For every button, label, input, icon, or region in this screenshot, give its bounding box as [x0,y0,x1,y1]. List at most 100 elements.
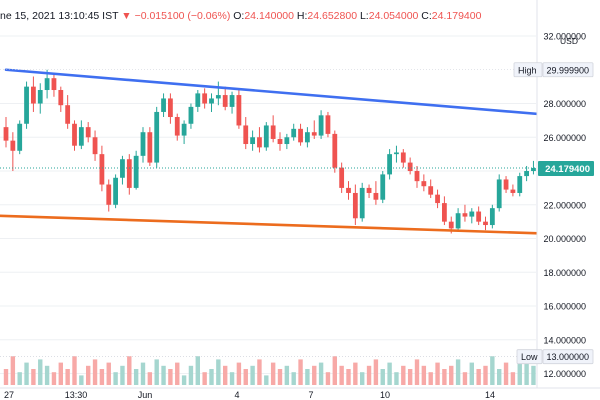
volume-bar [421,365,427,385]
candle-body[interactable] [346,187,351,193]
support-trendline[interactable] [0,214,597,237]
candle-body[interactable] [489,208,495,226]
candle-body[interactable] [85,127,91,138]
candle-body[interactable] [37,90,43,104]
volume-bar [250,365,255,385]
candle-body[interactable] [524,171,529,177]
price-axis[interactable]: 32.00000028.00000026.00000024.00000022.0… [536,0,600,400]
price-tick-label: 22.000000 [543,200,586,210]
candle-body[interactable] [373,192,379,200]
candle-body[interactable] [65,105,71,124]
volume-bar [10,356,16,385]
candle-body[interactable] [387,154,392,175]
volume-bar [113,372,118,385]
volume-bar [65,369,70,385]
candle-body[interactable] [496,179,502,209]
candle-body[interactable] [284,137,290,145]
candle-body[interactable] [250,137,255,145]
candle-body[interactable] [298,128,303,143]
candle-body[interactable] [291,128,297,138]
candle-body[interactable] [161,98,166,112]
currency-label: USD [560,36,578,46]
time-axis[interactable]: 27 13:30 Jun 4 7 10 14 [0,387,600,400]
candle-body[interactable] [476,211,482,222]
candle-body[interactable] [469,211,475,217]
volume-bar [202,372,207,385]
candle-body[interactable] [407,162,413,172]
candle-body[interactable] [78,127,84,146]
volume-bar [51,372,57,385]
datetime-text: ne 15, 2021 13:10:45 IST [0,10,119,22]
candle-body[interactable] [352,192,358,219]
candle-body[interactable] [483,221,488,226]
candle-body[interactable] [428,186,434,195]
candle-body[interactable] [31,86,36,104]
candle-body[interactable] [72,123,77,146]
candle-body[interactable] [332,133,338,168]
candle-body[interactable] [195,93,201,107]
candle-body[interactable] [58,90,64,106]
candle-body[interactable] [215,95,221,99]
candle-body[interactable] [455,213,461,229]
candle-body[interactable] [263,125,269,148]
candle-body[interactable] [229,95,235,107]
resistance-trendline[interactable] [4,68,576,119]
candle-body[interactable] [209,98,214,104]
candle-body[interactable] [106,184,112,205]
candle-body[interactable] [421,181,427,187]
trendlines[interactable] [0,68,597,237]
candle-body[interactable] [147,132,153,163]
candles[interactable] [3,69,536,234]
candle-body[interactable] [325,115,331,134]
candle-body[interactable] [92,137,98,155]
candle-body[interactable] [154,111,160,163]
volume-bar [298,359,303,385]
candle-body[interactable] [517,176,523,193]
candle-body[interactable] [51,78,57,91]
volume-bar [195,356,200,385]
candle-body[interactable] [442,203,447,222]
candle-body[interactable] [140,132,146,156]
candle-body[interactable] [270,125,276,139]
candle-body[interactable] [236,95,242,126]
candle-body[interactable] [448,221,454,229]
candle-body[interactable] [10,140,16,151]
candle-body[interactable] [133,155,139,188]
candle-body[interactable] [222,95,228,107]
candle-body[interactable] [414,171,420,182]
candle-body[interactable] [462,213,468,217]
candle-body[interactable] [510,189,516,193]
candle-body[interactable] [113,177,118,205]
price-tick-label: 18.000000 [543,268,586,278]
candle-body[interactable] [120,159,125,178]
candle-body[interactable] [311,132,317,136]
candle-body[interactable] [503,179,509,190]
price-tick-label: 26.000000 [543,133,586,143]
candle-body[interactable] [3,127,9,141]
candle-body[interactable] [339,167,345,188]
candle-body[interactable] [394,152,399,155]
candle-body[interactable] [435,194,440,204]
candle-body[interactable] [277,138,283,145]
down-triangle-icon: ▼ [121,10,132,22]
candle-body[interactable] [17,123,23,151]
candle-body[interactable] [531,167,536,172]
candle-body[interactable] [99,154,105,185]
candle-body[interactable] [202,93,208,104]
candle-body[interactable] [174,117,180,136]
candle-body[interactable] [44,78,50,91]
candle-body[interactable] [366,187,372,193]
candle-body[interactable] [168,98,173,118]
candle-body[interactable] [359,187,365,219]
candle-body[interactable] [318,115,324,136]
candle-body[interactable] [126,159,132,188]
candle-body[interactable] [380,174,386,200]
candle-body[interactable] [181,123,187,136]
candle-body[interactable] [188,106,194,124]
candle-body[interactable] [257,137,262,148]
candle-body[interactable] [305,132,310,143]
candle-body[interactable] [243,125,249,145]
candle-body[interactable] [400,152,406,163]
candle-body[interactable] [24,86,29,124]
